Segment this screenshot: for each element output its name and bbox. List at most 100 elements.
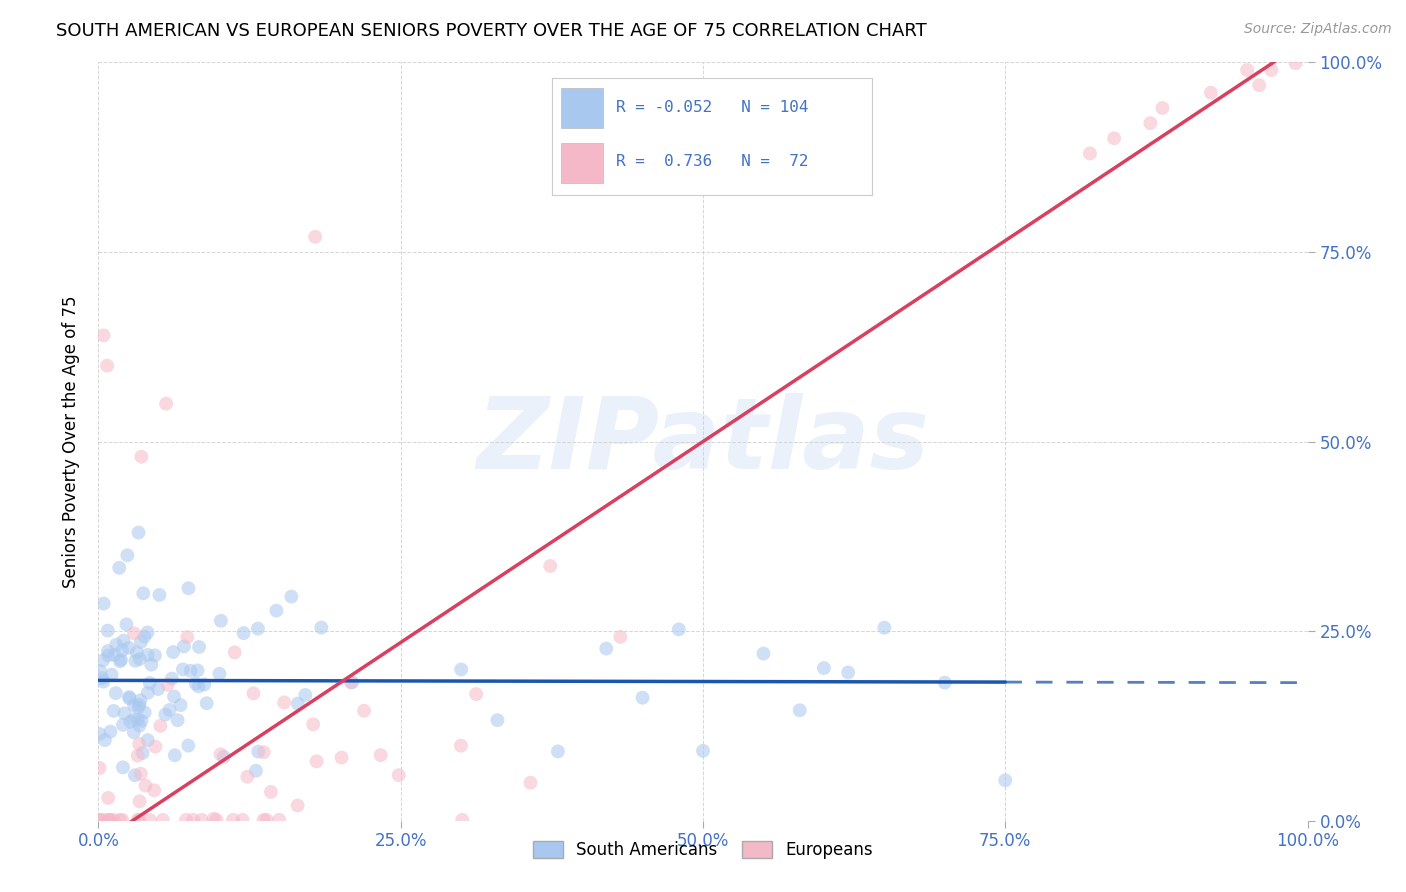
Point xyxy=(208,666,231,681)
Point xyxy=(166,713,188,727)
Point xyxy=(813,661,835,675)
Point xyxy=(122,725,145,739)
Point xyxy=(1139,116,1161,130)
Point xyxy=(160,672,183,686)
Point xyxy=(1236,62,1258,77)
Text: ZIPatlas: ZIPatlas xyxy=(477,393,929,490)
Text: Source: ZipAtlas.com: Source: ZipAtlas.com xyxy=(1244,22,1392,37)
Point xyxy=(111,760,134,774)
Point xyxy=(994,773,1017,788)
Point xyxy=(118,640,141,655)
Point xyxy=(253,813,276,827)
Point xyxy=(131,746,153,760)
Point xyxy=(280,590,302,604)
Point xyxy=(181,813,204,827)
Point xyxy=(127,813,149,827)
Point xyxy=(124,654,146,668)
Point xyxy=(132,586,155,600)
Point xyxy=(129,693,152,707)
Point xyxy=(287,697,309,711)
Point xyxy=(112,633,135,648)
Point xyxy=(190,813,212,827)
Point xyxy=(129,766,152,780)
Point xyxy=(117,548,139,563)
Point xyxy=(103,648,125,662)
Point xyxy=(141,657,163,672)
Point xyxy=(222,813,245,827)
Point xyxy=(94,733,117,747)
Point xyxy=(100,724,122,739)
Point xyxy=(128,718,150,732)
Point xyxy=(305,754,328,768)
Point xyxy=(287,798,309,813)
Point xyxy=(576,153,599,168)
Point xyxy=(302,717,325,731)
Point xyxy=(1199,86,1222,100)
Point xyxy=(1152,101,1174,115)
Point xyxy=(311,621,333,635)
Point xyxy=(232,813,254,827)
Point xyxy=(260,785,283,799)
Point xyxy=(128,813,150,827)
Point xyxy=(149,719,172,733)
Point xyxy=(180,664,202,678)
Text: SOUTH AMERICAN VS EUROPEAN SENIORS POVERTY OVER THE AGE OF 75 CORRELATION CHART: SOUTH AMERICAN VS EUROPEAN SENIORS POVER… xyxy=(56,22,927,40)
Point xyxy=(752,647,775,661)
Point xyxy=(486,713,509,727)
Point xyxy=(339,675,361,690)
Point xyxy=(692,744,714,758)
Point xyxy=(195,696,218,710)
Point xyxy=(451,813,474,827)
Point xyxy=(174,813,197,827)
Point xyxy=(118,690,141,704)
Point xyxy=(91,653,114,667)
Point xyxy=(245,764,267,778)
Point xyxy=(232,626,254,640)
Point xyxy=(93,328,115,343)
Point xyxy=(122,712,145,726)
Point xyxy=(136,686,159,700)
Point xyxy=(163,690,186,704)
Point xyxy=(212,749,235,764)
Point xyxy=(128,525,150,540)
Point xyxy=(1102,131,1125,145)
Point xyxy=(111,643,134,657)
Point xyxy=(91,813,114,827)
Point xyxy=(1078,146,1101,161)
Point xyxy=(789,703,811,717)
Point xyxy=(294,688,316,702)
Point xyxy=(97,644,120,658)
Point xyxy=(128,794,150,808)
Point xyxy=(934,675,956,690)
Point xyxy=(209,747,232,762)
Point xyxy=(97,648,120,663)
Point xyxy=(450,662,472,676)
Point xyxy=(103,704,125,718)
Point xyxy=(187,679,209,693)
Point xyxy=(103,813,125,827)
Point xyxy=(450,739,472,753)
Point xyxy=(108,813,131,827)
Point xyxy=(184,676,207,690)
Point xyxy=(108,654,131,668)
Point xyxy=(187,664,209,678)
Point xyxy=(131,714,153,728)
Point xyxy=(273,696,295,710)
Point xyxy=(246,622,269,636)
Point xyxy=(143,783,166,797)
Point xyxy=(177,581,200,595)
Y-axis label: Seniors Poverty Over the Age of 75: Seniors Poverty Over the Age of 75 xyxy=(62,295,80,588)
Point xyxy=(110,653,132,667)
Point xyxy=(98,813,121,827)
Point xyxy=(93,674,115,689)
Point xyxy=(342,675,364,690)
Point xyxy=(124,768,146,782)
Point xyxy=(98,813,121,827)
Point xyxy=(465,687,488,701)
Point xyxy=(152,813,174,827)
Point xyxy=(127,700,149,714)
Point xyxy=(89,813,111,827)
Point xyxy=(172,662,194,676)
Point xyxy=(139,813,162,827)
Point xyxy=(91,671,114,685)
